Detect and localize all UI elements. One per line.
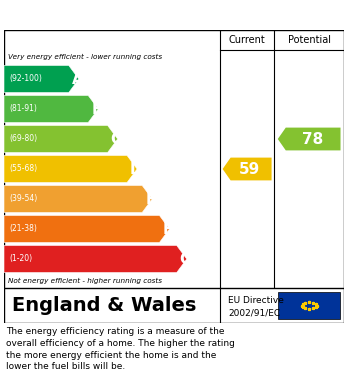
Polygon shape xyxy=(4,185,152,212)
Text: The energy efficiency rating is a measure of the
overall efficiency of a home. T: The energy efficiency rating is a measur… xyxy=(6,327,235,371)
Polygon shape xyxy=(223,158,271,180)
Polygon shape xyxy=(4,215,169,242)
Text: (92-100): (92-100) xyxy=(9,75,42,84)
Text: F: F xyxy=(163,221,173,237)
Text: (21-38): (21-38) xyxy=(9,224,37,233)
Text: G: G xyxy=(180,251,192,267)
Text: 78: 78 xyxy=(302,131,323,147)
Text: C: C xyxy=(111,131,122,147)
Text: (81-91): (81-91) xyxy=(9,104,37,113)
Text: D: D xyxy=(130,161,143,176)
Text: England & Wales: England & Wales xyxy=(12,296,196,315)
Text: Not energy efficient - higher running costs: Not energy efficient - higher running co… xyxy=(8,278,162,284)
Text: 2002/91/EC: 2002/91/EC xyxy=(228,308,280,317)
Text: E: E xyxy=(145,192,156,206)
Text: A: A xyxy=(72,72,84,86)
Text: (39-54): (39-54) xyxy=(9,194,37,203)
Text: (1-20): (1-20) xyxy=(9,255,32,264)
Text: B: B xyxy=(91,102,103,117)
Polygon shape xyxy=(4,95,98,122)
Polygon shape xyxy=(278,127,340,151)
Text: Very energy efficient - lower running costs: Very energy efficient - lower running co… xyxy=(8,54,162,60)
Text: Potential: Potential xyxy=(288,35,331,45)
Polygon shape xyxy=(4,66,79,93)
Polygon shape xyxy=(4,156,137,183)
Text: EU Directive: EU Directive xyxy=(228,296,284,305)
Text: Energy Efficiency Rating: Energy Efficiency Rating xyxy=(60,6,288,24)
Bar xyxy=(278,292,340,319)
Text: Current: Current xyxy=(229,35,266,45)
Text: (69-80): (69-80) xyxy=(9,135,37,143)
Text: (55-68): (55-68) xyxy=(9,165,37,174)
Polygon shape xyxy=(4,126,118,152)
Polygon shape xyxy=(4,246,187,273)
Text: 59: 59 xyxy=(239,161,260,176)
